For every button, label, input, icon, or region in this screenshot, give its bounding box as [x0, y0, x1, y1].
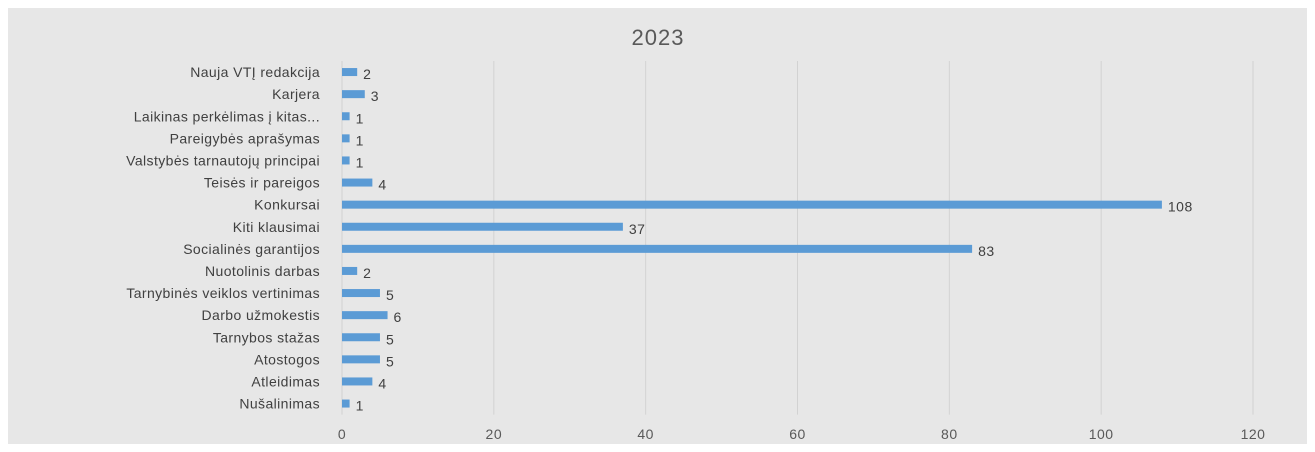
category-label: Nauja VTĮ redakcija [190, 64, 320, 80]
category-labels: Nauja VTĮ redakcija Karjera Laikinas perkė… [126, 64, 320, 412]
x-axis-ticks: 0 20 40 60 80 100 120 [338, 426, 1266, 442]
category-label: Nušalinimas [239, 396, 320, 412]
data-label: 1 [356, 110, 364, 126]
x-tick-label: 60 [789, 426, 806, 442]
category-label: Atostogos [254, 351, 320, 367]
data-label: 6 [394, 309, 402, 325]
category-label: Nuotolinis darbas [205, 263, 320, 279]
data-label: 5 [386, 331, 394, 347]
category-label: Karjera [272, 86, 320, 102]
bar [342, 156, 350, 165]
bar [342, 112, 350, 121]
chart-title: 2023 [632, 25, 685, 50]
bar [342, 134, 350, 143]
data-label: 37 [629, 221, 646, 237]
x-tick-label: 120 [1241, 426, 1266, 442]
bar [342, 68, 358, 77]
x-tick-label: 100 [1089, 426, 1114, 442]
category-label: Pareigybės aprašymas [170, 130, 320, 146]
data-label: 2 [363, 265, 371, 281]
category-label: Teisės ir pareigos [204, 175, 320, 191]
bar [342, 222, 623, 231]
bar-chart: 2023 Nauja VTĮ redakcijaKarjeraLaikinas … [126, 25, 1266, 442]
bar [342, 355, 380, 364]
category-label: Valstybės tarnautojų principai [126, 152, 320, 168]
category-label: Konkursai [254, 197, 320, 213]
category-label: Atleidimas [251, 373, 320, 389]
data-label: 3 [371, 88, 379, 104]
bar [342, 399, 350, 408]
bar [342, 377, 373, 386]
bar [342, 200, 1162, 209]
data-label: 1 [356, 154, 364, 170]
data-label: 108 [1168, 199, 1193, 215]
x-tick-label: 20 [486, 426, 503, 442]
bar [342, 244, 973, 253]
data-label: 2 [363, 66, 371, 82]
data-label: 1 [356, 132, 364, 148]
chart-area: 2023 Nauja VTĮ redakcija Karjera Laikinas … [8, 8, 1307, 444]
data-label: 4 [378, 375, 386, 391]
bar [342, 311, 388, 320]
category-label: Laikinas perkėlimas į kitas... [134, 108, 320, 124]
bar [342, 289, 380, 298]
data-label: 4 [378, 177, 386, 193]
category-label: Socialinės garantijos [183, 241, 320, 257]
data-label: 5 [386, 287, 394, 303]
data-label: 5 [386, 353, 394, 369]
x-tick-label: 0 [338, 426, 346, 442]
data-label: 1 [356, 398, 364, 414]
data-label: 83 [978, 243, 995, 259]
gridlines [341, 61, 1254, 415]
category-label: Kiti klausimai [233, 219, 320, 235]
bar [342, 333, 380, 342]
bar [342, 266, 358, 275]
category-label: Darbo užmokestis [202, 307, 320, 323]
bar [342, 178, 373, 187]
category-label: Tarnybos stažas [213, 329, 320, 345]
bars [342, 68, 1162, 408]
x-tick-label: 40 [637, 426, 654, 442]
category-label: Tarnybinės veiklos vertinimas [126, 285, 320, 301]
bar [342, 90, 365, 99]
x-tick-label: 80 [941, 426, 958, 442]
